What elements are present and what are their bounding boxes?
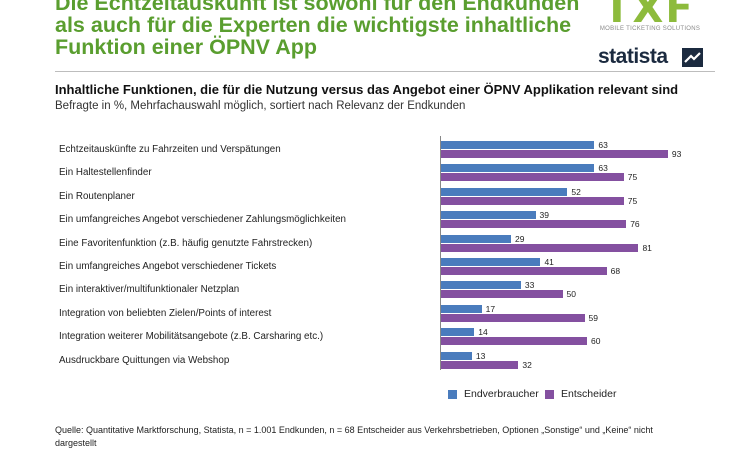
value-label: 14 (478, 327, 488, 338)
legend-label-entscheider: Entscheider (561, 388, 617, 400)
txf-logo-tagline: MOBILE TICKETING SOLUTIONS (599, 26, 701, 32)
value-label: 13 (475, 350, 486, 361)
txf-logo: TXF (603, 0, 695, 32)
category-label: Ein Routenplaner (59, 190, 135, 202)
category-label: Echtzeitauskünfte zu Fahrzeiten und Vers… (59, 144, 281, 155)
bar-endverbraucher (440, 351, 472, 360)
headline-line-3: Funktion einer ÖPNV App (55, 35, 317, 59)
category-label: Integration von beliebten Zielen/Points … (59, 307, 272, 319)
bar-endverbraucher (440, 258, 541, 266)
bar-entscheider (440, 290, 563, 299)
category-label: Ein Haltestellenfinder (59, 167, 152, 179)
category-label: Ein umfangreiches Angebot verschiedener … (59, 214, 347, 226)
value-label: 41 (544, 257, 554, 267)
bar-entscheider (440, 196, 624, 205)
value-label: 60 (591, 336, 601, 347)
bar-endverbraucher (440, 211, 536, 220)
value-label: 93 (671, 149, 682, 159)
bar-entscheider (440, 337, 587, 346)
value-label: 33 (524, 280, 535, 291)
value-label: 52 (571, 186, 581, 197)
source-note: Quelle: Quantitative Marktforschung, Sta… (55, 425, 653, 448)
value-label: 17 (485, 303, 496, 314)
value-label: 63 (598, 163, 608, 174)
value-label: 29 (515, 233, 525, 244)
category-label: Integration weiterer Mobilitätsangebote … (59, 331, 324, 343)
chart-subtitle: Inhaltliche Funktionen, die für die Nutz… (55, 82, 679, 97)
value-label: 76 (630, 219, 640, 230)
legend-swatch-entscheider (545, 390, 554, 399)
value-label: 81 (642, 242, 652, 253)
bar-endverbraucher (440, 234, 512, 243)
value-label: 50 (566, 289, 576, 300)
bar-entscheider (440, 220, 627, 229)
bar-endverbraucher (440, 328, 475, 337)
bar-entscheider (440, 313, 585, 322)
value-label: 63 (598, 140, 608, 150)
bar-entscheider (440, 360, 519, 369)
headline: Die Echtzeitauskunft ist sowohl für den … (55, 0, 595, 58)
bar-endverbraucher (440, 304, 482, 313)
chart-note: Befragte in %, Mehrfachauswahl möglich, … (55, 100, 466, 112)
category-label: Eine Favoritenfunktion (z.B. häufig genu… (59, 237, 313, 249)
statista-wordmark: statista (598, 45, 668, 68)
value-label: 39 (539, 210, 550, 221)
value-label: 68 (610, 266, 621, 276)
category-label: Ausdruckbare Quittungen via Webshop (59, 354, 230, 366)
statista-mark-icon (682, 48, 703, 67)
chart-axis (440, 136, 441, 370)
value-label: 75 (627, 195, 638, 206)
legend-label-endverbraucher: Endverbraucher (464, 388, 539, 400)
headline-line-2: als auch für die Experten die wichtigste… (55, 13, 572, 37)
bar-entscheider (440, 267, 607, 275)
header-divider (55, 71, 715, 72)
headline-line-1: Die Echtzeitauskunft ist sowohl für den … (55, 0, 580, 15)
bar-entscheider (440, 150, 668, 158)
category-label: Ein umfangreiches Angebot verschiedener … (59, 261, 277, 272)
bar-endverbraucher (440, 164, 595, 173)
bar-endverbraucher (440, 187, 568, 196)
statista-logo: statista (598, 42, 708, 68)
value-label: 32 (522, 359, 532, 370)
bar-entscheider (440, 173, 624, 182)
bar-endverbraucher (440, 281, 521, 290)
legend-swatch-endverbraucher (448, 390, 457, 399)
bar-endverbraucher (440, 141, 595, 149)
value-label: 59 (588, 312, 599, 323)
bar-entscheider (440, 243, 639, 252)
category-label: Ein interaktiver/multifunktionaler Netzp… (59, 284, 240, 296)
value-label: 75 (627, 172, 638, 183)
